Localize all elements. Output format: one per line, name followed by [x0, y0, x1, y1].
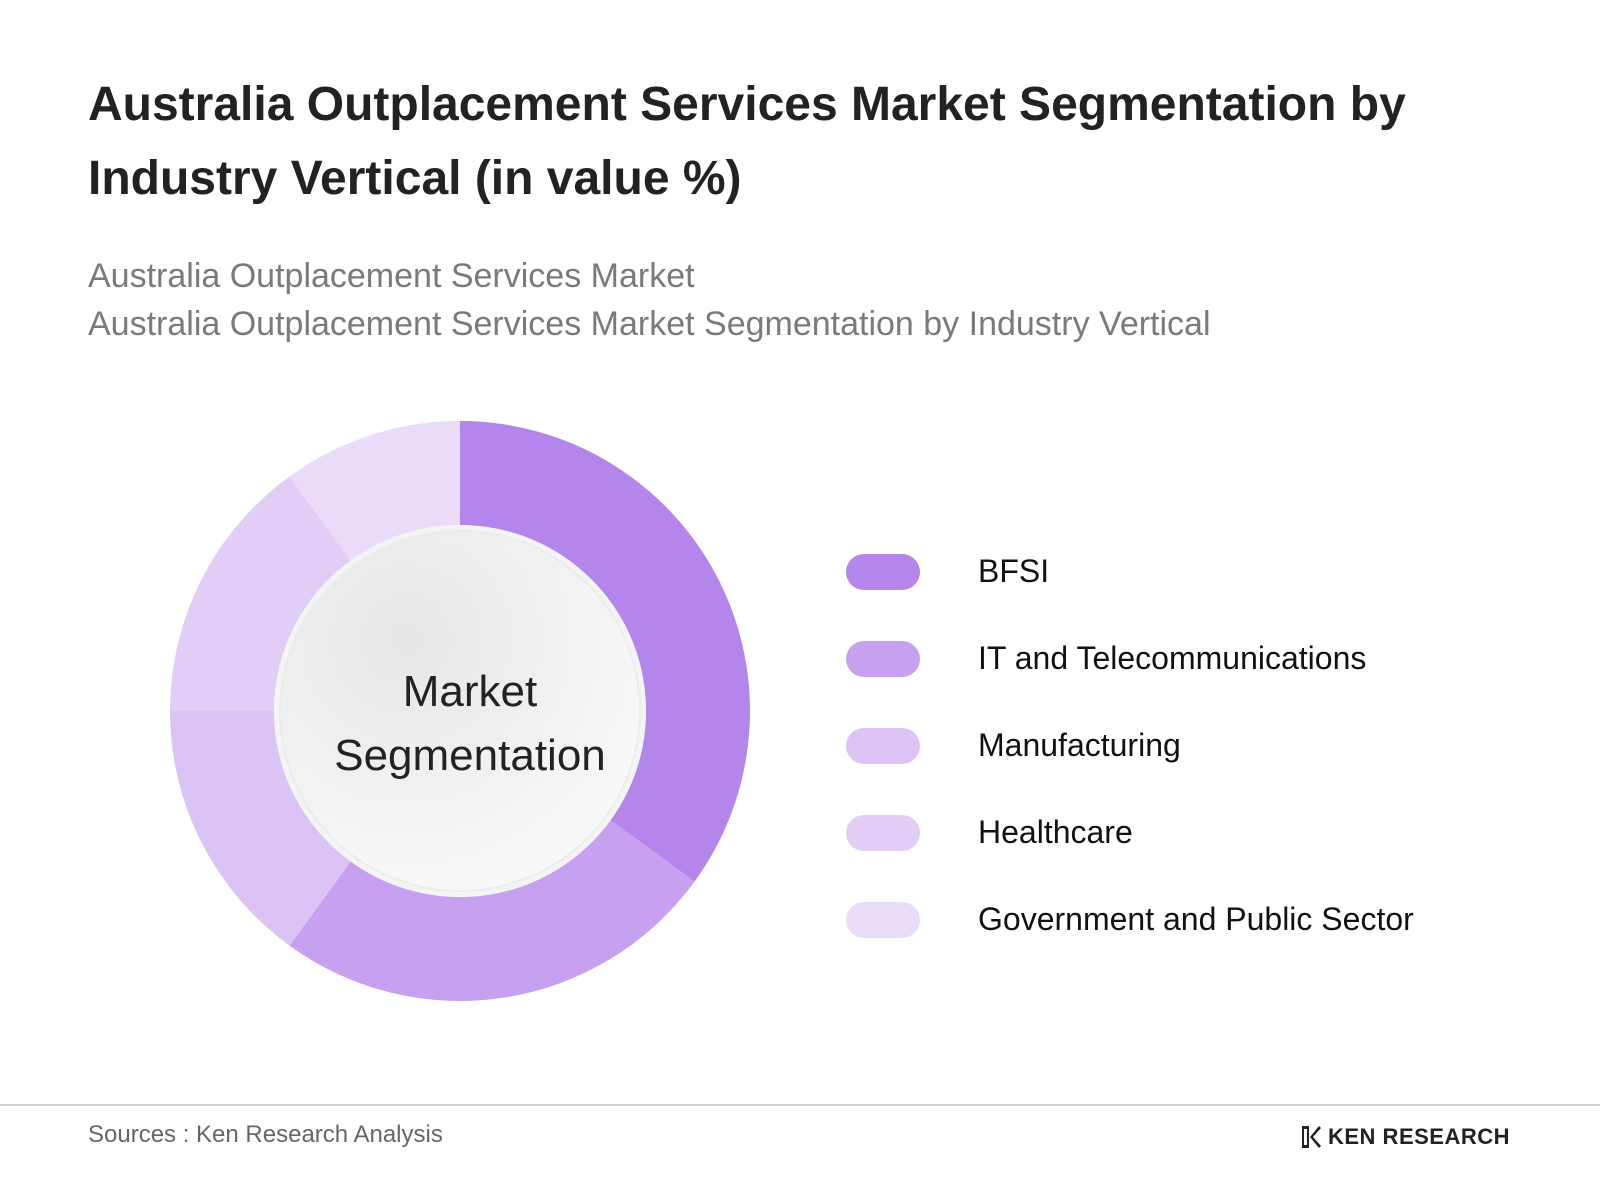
donut-slice-healthcare — [170, 476, 351, 711]
legend-item: Healthcare — [846, 789, 1414, 876]
legend-swatch — [846, 640, 920, 677]
chart-subtitle: Australia Outplacement Services Market A… — [88, 252, 1288, 348]
source-note: Sources : Ken Research Analysis — [88, 1121, 443, 1148]
chart-title: Australia Outplacement Services Market S… — [88, 78, 1406, 205]
subtitle-line-2: Australia Outplacement Services Market S… — [88, 305, 1211, 343]
legend-label: Government and Public Sector — [978, 901, 1414, 937]
center-label-line-1: Market — [402, 667, 538, 716]
donut-center-label: Market Segmentation — [290, 660, 650, 788]
chart-legend: BFSI IT and Telecommunications Manufacturi… — [846, 528, 1414, 963]
legend-label: Healthcare — [978, 814, 1133, 850]
donut-chart — [170, 421, 750, 1001]
legend-label: BFSI — [978, 553, 1050, 589]
donut-slice-government-and-public-sector — [289, 421, 460, 561]
donut-slice-bfsi — [460, 421, 750, 882]
legend-label: IT and Telecommunications — [978, 640, 1367, 676]
legend-item: BFSI — [846, 528, 1414, 615]
donut-slice-manufacturing — [170, 711, 351, 946]
legend-swatch — [846, 814, 920, 851]
legend-label: Manufacturing — [978, 727, 1181, 763]
legend-swatch — [846, 727, 920, 764]
brand-name: KEN RESEARCH — [1328, 1124, 1511, 1149]
subtitle-line-1: Australia Outplacement Services Market — [88, 257, 695, 295]
legend-swatch — [846, 553, 920, 590]
brand-logo: KEN RESEARCH — [1300, 1124, 1510, 1150]
legend-item: Manufacturing — [846, 702, 1414, 789]
legend-item: Government and Public Sector — [846, 876, 1414, 963]
legend-swatch — [846, 901, 920, 938]
donut-slice-it-and-telecommunications — [289, 820, 695, 1001]
legend-item: IT and Telecommunications — [846, 615, 1414, 702]
footer-divider — [0, 1104, 1600, 1106]
ken-research-logo-icon — [1302, 1126, 1321, 1148]
center-label-line-2: Segmentation — [334, 731, 606, 780]
